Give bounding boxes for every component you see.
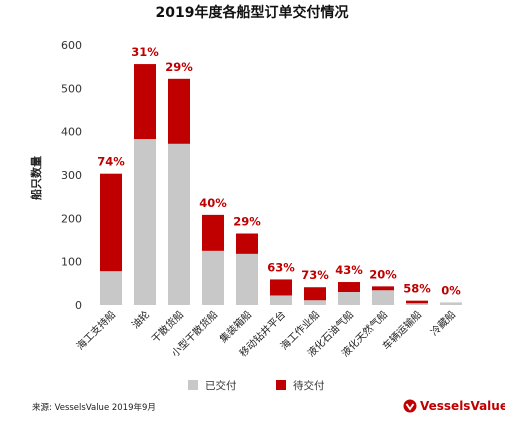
y-tick-label: 300 [61,169,82,182]
brand-name: VesselsValue [420,399,505,413]
bar-pending [270,279,292,295]
x-category-label: 集装箱船 [217,308,254,345]
bar-delivered [338,292,360,305]
source-note: 来源: VesselsValue 2019年9月 [32,402,156,413]
bar-pending [134,64,156,139]
data-label: 73% [301,268,329,282]
bar-delivered [100,271,122,305]
bar-pending [372,286,394,290]
y-tick-label: 200 [61,212,82,225]
bar-delivered [168,144,190,305]
bar-delivered [304,300,326,305]
x-category-label: 油轮 [129,308,152,331]
brand-logo: VesselsValue [404,399,505,413]
bar-delivered [202,251,224,305]
data-label: 58% [403,282,431,296]
x-axis-categories: 海工支持船 油轮干散货船小型干散货船集装箱船移动钻井平台海工作业船液化石油气船液化… [74,308,459,360]
y-axis: 0 100 200 300 400 500 600 [61,39,82,312]
bar-delivered [270,295,292,305]
data-label: 40% [199,196,227,210]
data-label: 29% [165,60,193,74]
y-axis-label: 船只数量 [29,156,43,200]
bar-delivered [372,290,394,305]
x-category-label: 冷藏船 [428,308,458,338]
bar-delivered [406,303,428,305]
bar-pending [338,282,360,292]
legend-label: 已交付 [205,379,237,392]
data-label: 20% [369,267,397,281]
bar-delivered [440,302,462,305]
x-category-label: 干散货船 [149,308,186,345]
legend-swatch [188,380,198,390]
y-tick-label: 0 [75,299,82,312]
data-label: 63% [267,260,295,274]
x-category-label: 海工支持船 [74,308,119,353]
bar-pending [304,287,326,300]
bar-pending [406,301,428,304]
legend-label: 待交付 [293,379,325,392]
bar-delivered [236,254,258,305]
bar-pending [100,174,122,272]
bar-pending [168,79,190,144]
data-label: 43% [335,263,363,277]
vesselsvalue-logo-icon [404,400,417,413]
bar-delivered [134,139,156,305]
chart-title: 2019年度各船型订单交付情况 [156,4,349,21]
y-tick-label: 500 [61,82,82,95]
data-label: 29% [233,215,261,229]
legend: 已交付 待交付 [188,379,325,392]
y-tick-label: 600 [61,39,82,52]
data-label: 0% [441,283,461,297]
bar-pending [236,234,258,254]
legend-swatch [276,380,286,390]
y-tick-label: 100 [61,256,82,269]
y-tick-label: 400 [61,126,82,139]
data-label: 74% [97,155,125,169]
bar-pending [202,215,224,251]
data-label: 31% [131,45,159,59]
